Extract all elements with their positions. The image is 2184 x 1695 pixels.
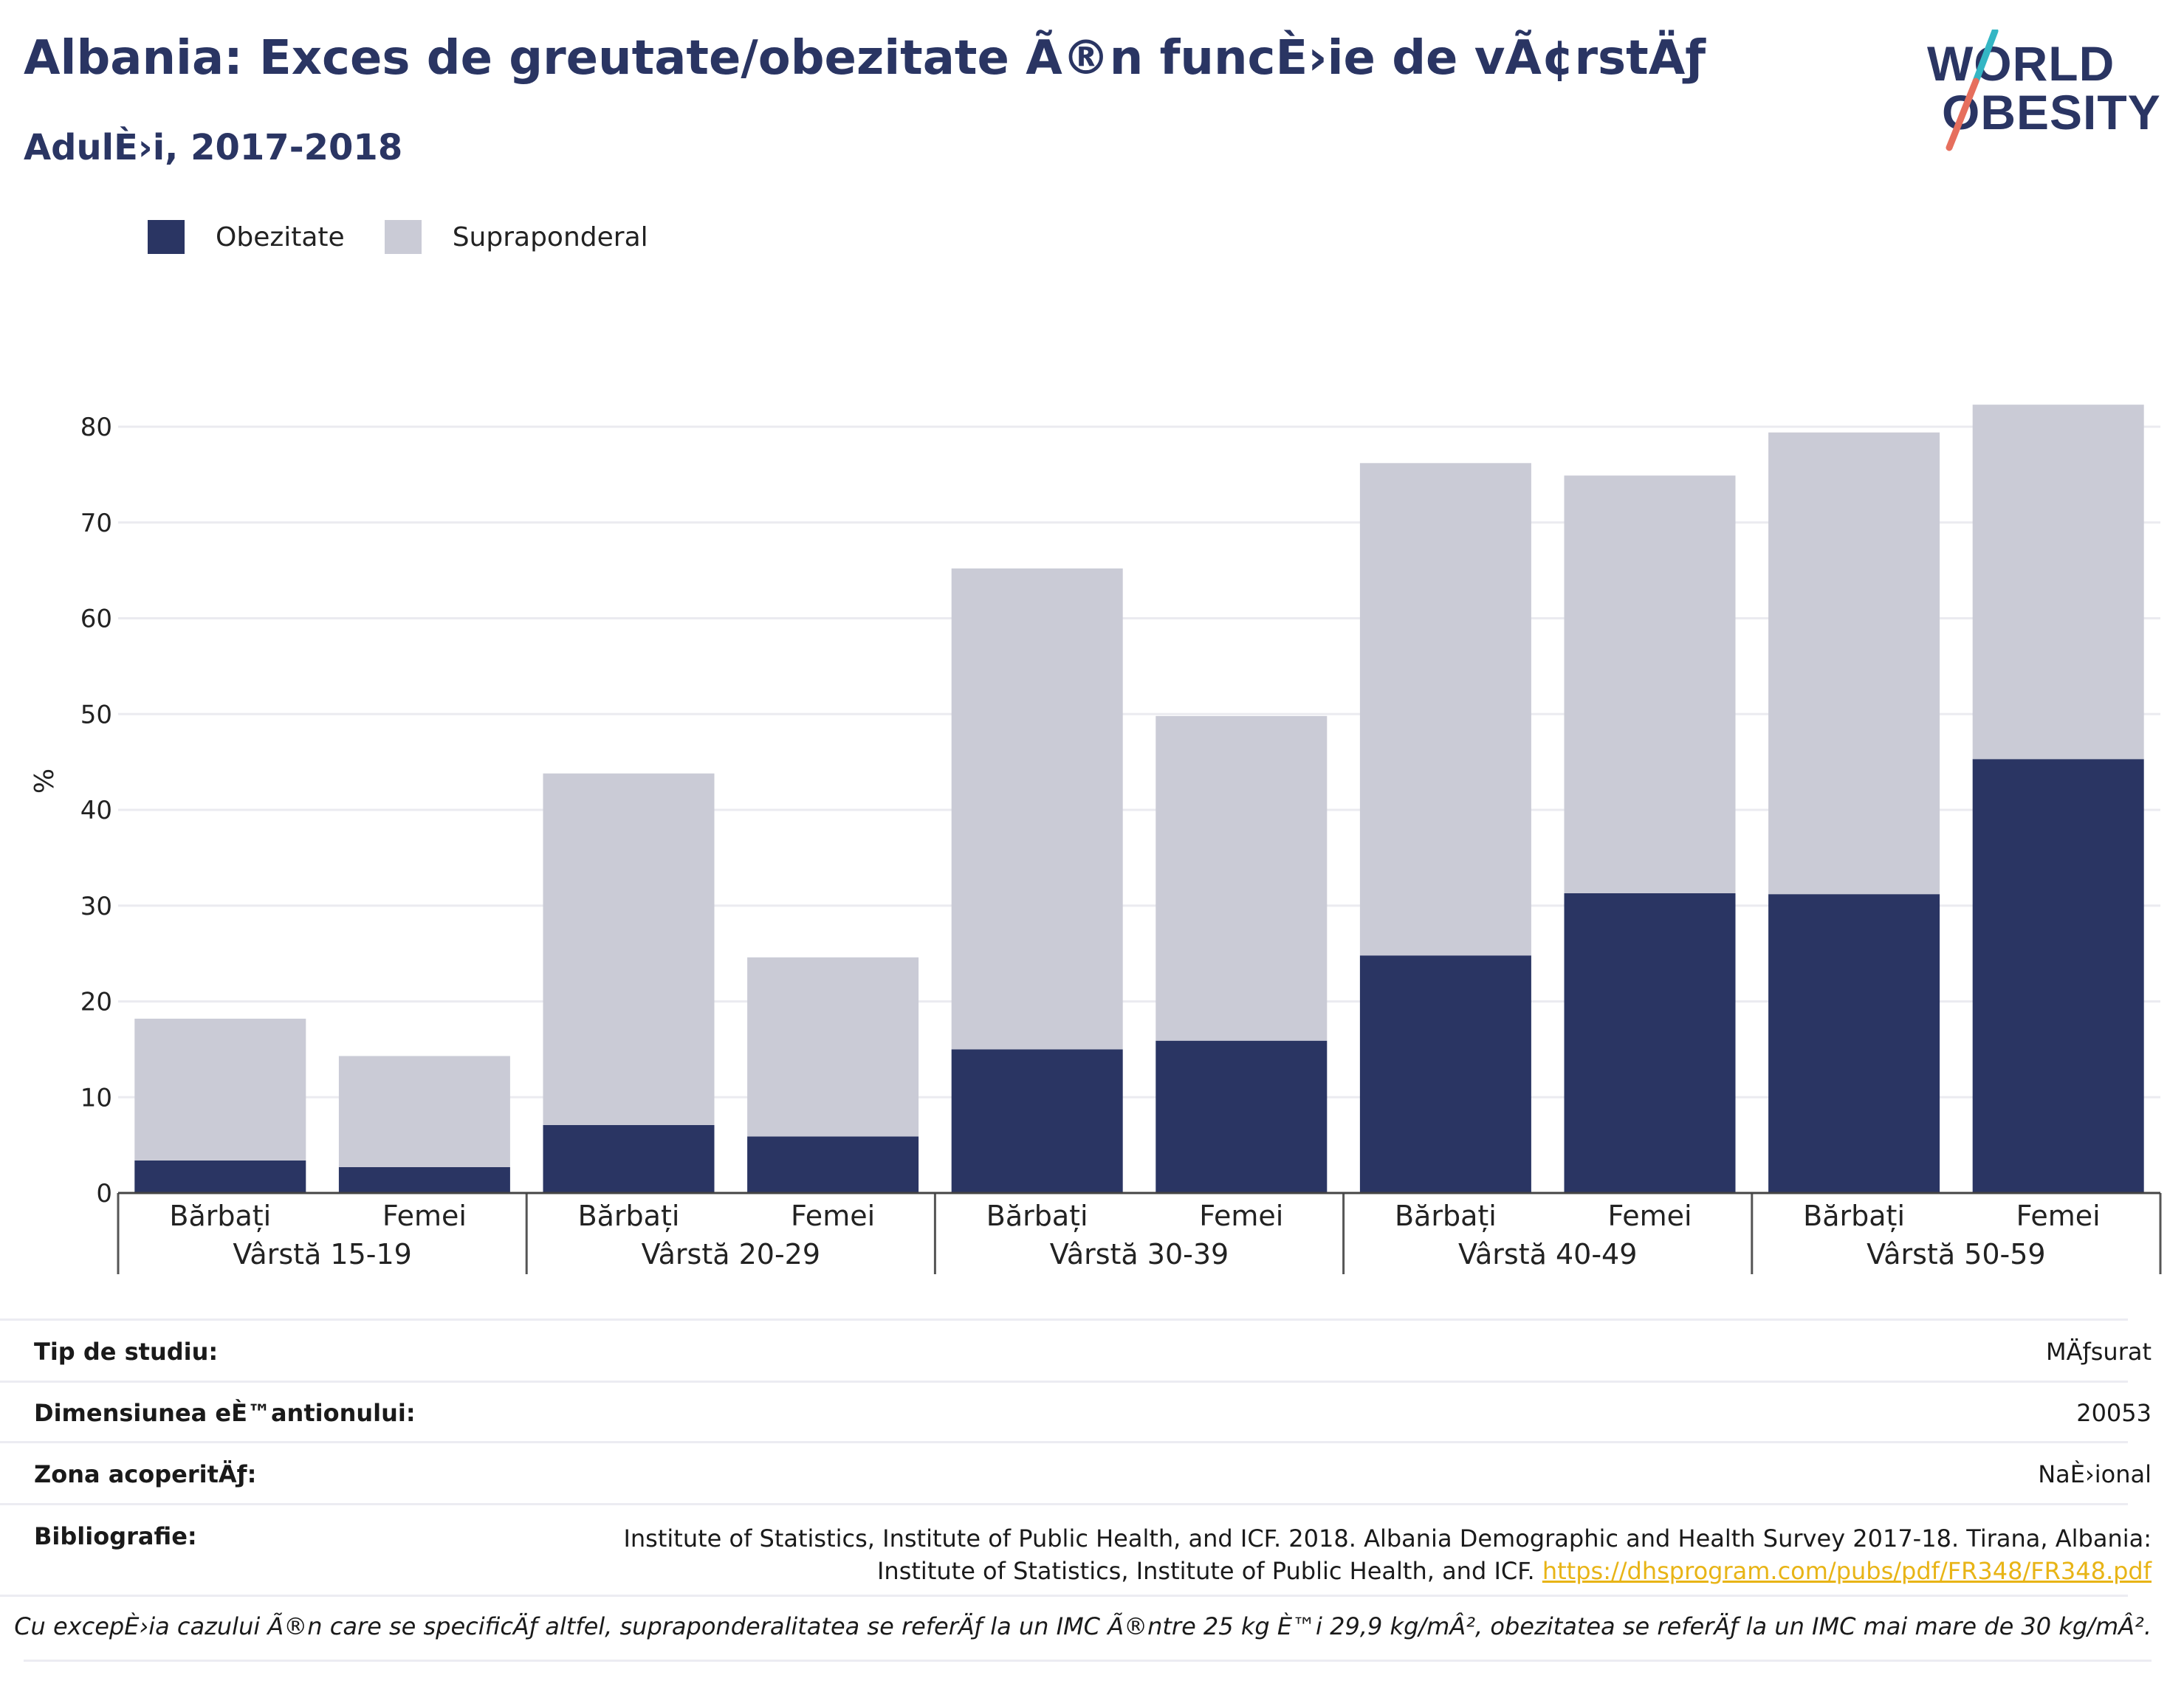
bar-obezitate — [1564, 893, 1736, 1193]
x-category-label: Femei — [1199, 1200, 1283, 1232]
legend-label-supraponderal: Supraponderal — [452, 221, 648, 252]
study-type-label: Tip de studiu: — [34, 1338, 219, 1366]
y-tick-label: 60 — [80, 605, 112, 634]
page-title: Albania: Exces de greutate/obezitate Ã®n… — [24, 31, 1706, 86]
bar-supraponderal — [543, 773, 715, 1125]
x-category-label: Bărbați — [578, 1200, 680, 1232]
legend-swatch-supraponderal — [384, 220, 422, 254]
y-axis-label: % — [30, 769, 60, 794]
legend-label-obezitate: Obezitate — [216, 221, 345, 252]
x-group-label: Vârstă 30-39 — [1050, 1238, 1229, 1271]
legend-swatch-obezitate — [148, 220, 185, 254]
bibliography-link[interactable]: https://dhsprogram.com/pubs/pdf/FR348/FR… — [1542, 1557, 2152, 1585]
y-tick-label: 10 — [80, 1083, 112, 1113]
y-tick-label: 20 — [80, 988, 112, 1017]
bar-supraponderal — [1359, 463, 1531, 956]
bar-supraponderal — [1972, 405, 2144, 760]
sample-size-label: Dimensiunea eÈ™antionului: — [34, 1399, 416, 1427]
meta-divider — [0, 1595, 2128, 1597]
y-tick-label: 50 — [80, 700, 112, 729]
bar-supraponderal — [1768, 432, 1940, 895]
x-category-label: Femei — [1607, 1200, 1692, 1232]
logo-line-1: WORLD — [1927, 36, 2115, 91]
logo-slash-coral — [1946, 78, 1979, 151]
meta-divider — [0, 1441, 2128, 1443]
bar-obezitate — [951, 1049, 1123, 1193]
footnote: Cu excepÈ›ia cazului Ã®n care se specifi… — [14, 1612, 2152, 1640]
x-category-label: Femei — [791, 1200, 875, 1232]
sample-size-value: 20053 — [2076, 1399, 2152, 1427]
bibliography-line-1: Institute of Statistics, Institute of Pu… — [623, 1524, 2152, 1553]
bar-supraponderal — [951, 568, 1123, 1050]
study-type-value: MÄƒsurat — [2045, 1338, 2152, 1366]
bar-obezitate — [1768, 894, 1940, 1193]
coverage-label: Zona acoperitÄƒ: — [34, 1460, 257, 1488]
legend-item-obezitate: Obezitate — [148, 220, 345, 254]
x-category-label: Bărbați — [1395, 1200, 1497, 1232]
bar-obezitate — [1972, 759, 2144, 1193]
logo-line-2: OBESITY — [1942, 85, 2161, 140]
bar-supraponderal — [747, 957, 919, 1137]
stacked-bar-chart: 0 10 20 30 40 50 60 70 80% Bărbați Femei Vârstă 15-… — [30, 405, 2162, 1274]
bibliography-value: Institute of Statistics, Institute of Pu… — [623, 1522, 2152, 1587]
bar-obezitate — [134, 1160, 306, 1193]
legend-item-supraponderal: Supraponderal — [384, 220, 648, 254]
y-tick-label: 0 — [96, 1179, 112, 1208]
bar-obezitate — [1155, 1040, 1328, 1193]
meta-divider — [0, 1503, 2128, 1505]
logo-slash-teal — [1972, 30, 1999, 85]
x-category-label: Bărbați — [986, 1200, 1088, 1232]
x-category-label: Femei — [2016, 1200, 2101, 1232]
x-group-label: Vârstă 20-29 — [642, 1238, 820, 1271]
bibliography-line-2: Institute of Statistics, Institute of Pu… — [876, 1557, 1535, 1585]
x-group-label: Vârstă 40-49 — [1458, 1238, 1637, 1271]
bar-obezitate — [338, 1166, 510, 1193]
logo-slash-icon — [1946, 30, 1999, 151]
y-tick-label: 30 — [80, 892, 112, 921]
y-tick-label: 80 — [80, 413, 112, 442]
x-category-label: Femei — [382, 1200, 467, 1232]
world-obesity-logo: WORLD OBESITY — [1927, 30, 2171, 162]
x-category-label: Bărbați — [1803, 1200, 1905, 1232]
bar-supraponderal — [1564, 475, 1736, 893]
y-tick-label: 70 — [80, 509, 112, 538]
meta-divider-top — [0, 1318, 2128, 1321]
bar-obezitate — [1359, 955, 1531, 1193]
x-group-label: Vârstă 50-59 — [1867, 1238, 2045, 1271]
bibliography-label: Bibliografie: — [34, 1522, 197, 1550]
chart-legend: Obezitate Supraponderal — [148, 219, 688, 255]
meta-divider — [0, 1381, 2128, 1383]
y-tick-label: 40 — [80, 796, 112, 825]
coverage-value: NaÈ›ional — [2038, 1460, 2152, 1488]
bar-supraponderal — [134, 1018, 306, 1161]
bar-obezitate — [747, 1136, 919, 1193]
x-category-label: Bărbați — [169, 1200, 271, 1232]
bar-supraponderal — [338, 1056, 510, 1167]
meta-divider-bottom — [24, 1660, 2152, 1662]
bar-obezitate — [543, 1124, 715, 1193]
bibliography-line-2-wrap: Institute of Statistics, Institute of Pu… — [623, 1555, 2152, 1587]
page-subtitle: AdulÈ›i, 2017-2018 — [24, 127, 403, 168]
x-group-label: Vârstă 15-19 — [233, 1238, 411, 1271]
bar-supraponderal — [1155, 715, 1328, 1041]
